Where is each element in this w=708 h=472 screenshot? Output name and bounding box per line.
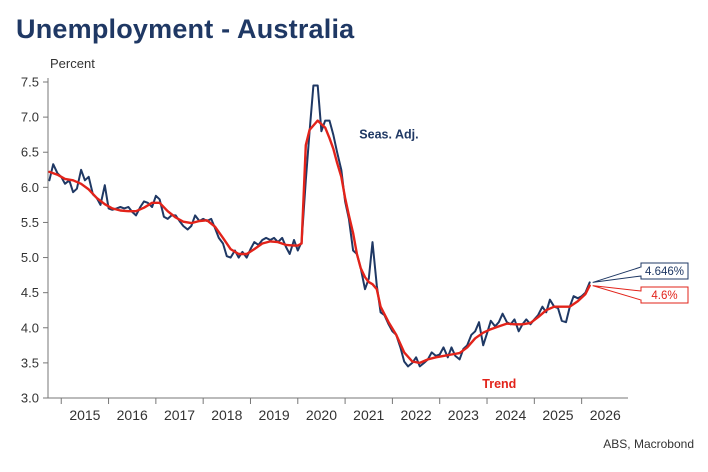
y-tick-label: 3.5 — [21, 355, 39, 370]
x-tick-label: 2023 — [448, 407, 479, 423]
callout-pointer — [592, 266, 642, 283]
series-line-trend — [48, 119, 591, 365]
y-tick-label: 4.0 — [21, 320, 39, 335]
x-tick-label: 2022 — [400, 407, 431, 423]
x-tick-label: 2017 — [164, 407, 195, 423]
chart-series — [48, 84, 591, 368]
y-tick-label: 6.0 — [21, 180, 39, 195]
end-value-callout: 4.646% — [592, 262, 689, 283]
x-tick-label: 2018 — [211, 407, 242, 423]
x-tick-label: 2026 — [590, 407, 621, 423]
end-value-label: 4.646% — [645, 266, 684, 278]
y-tick-label: 7.0 — [21, 110, 39, 125]
x-tick-label: 2020 — [306, 407, 337, 423]
x-tick-label: 2025 — [542, 407, 573, 423]
callout-pointer — [592, 285, 642, 301]
y-tick-label: 5.5 — [21, 215, 39, 230]
chart-axes: 3.0 3.5 4.0 4.5 5.0 5.5 6.0 6.5 7.0 7.5 2015 2016 20… — [21, 75, 628, 423]
y-tick-label: 7.5 — [21, 75, 39, 90]
end-value-callout: 4.6% — [592, 285, 689, 304]
end-value-label: 4.6% — [651, 290, 677, 302]
x-tick-label: 2015 — [69, 407, 100, 423]
x-tick-label: 2021 — [353, 407, 384, 423]
y-tick-label: 4.5 — [21, 285, 39, 300]
x-tick-label: 2024 — [495, 407, 526, 423]
x-tick-label: 2016 — [117, 407, 148, 423]
y-axis-label: Percent — [50, 56, 95, 71]
y-tick-label: 5.0 — [21, 250, 39, 265]
chart-title: Unemployment - Australia — [16, 14, 355, 44]
y-tick-label: 6.5 — [21, 145, 39, 160]
x-tick-label: 2019 — [259, 407, 290, 423]
chart-annotations: 4.646% 4.6% Seas. Adj. Trend — [359, 128, 689, 391]
series-annotation: Seas. Adj. — [359, 128, 418, 142]
series-annotation: Trend — [482, 377, 516, 391]
y-tick-label: 3.0 — [21, 391, 39, 406]
source-note: ABS, Macrobond — [603, 437, 694, 451]
